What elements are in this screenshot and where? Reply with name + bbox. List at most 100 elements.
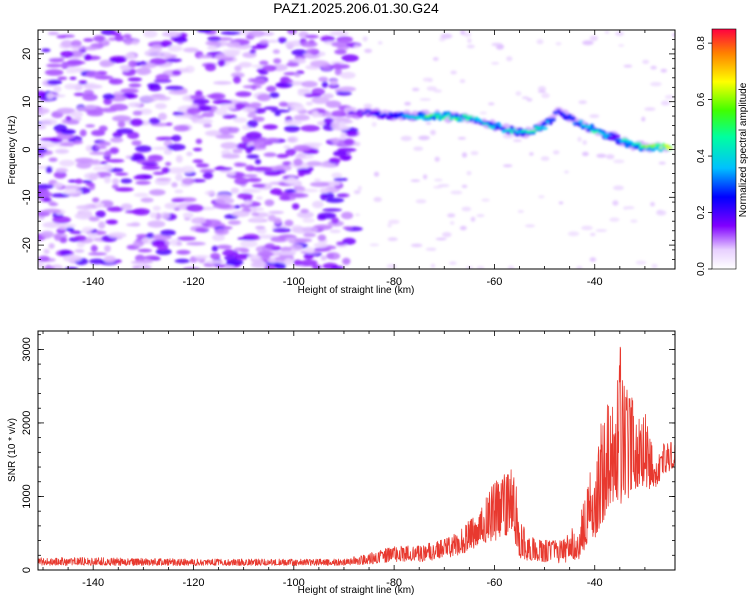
heatmap-signal-layer bbox=[344, 107, 673, 153]
colorbar-label: Normalized spectral amplitude bbox=[738, 82, 749, 217]
heatmap-noise-cell bbox=[294, 73, 301, 78]
heatmap-noise-cell bbox=[130, 155, 146, 162]
heatmap-noise-cell bbox=[59, 142, 74, 147]
heatmap-noise-cell bbox=[267, 39, 279, 43]
heatmap-noise-cell bbox=[39, 191, 53, 197]
heatmap-noise-cell bbox=[577, 136, 582, 142]
heatmap-signal-cell bbox=[649, 147, 656, 152]
heatmap-noise-cell bbox=[231, 72, 245, 78]
heatmap-noise-cell bbox=[95, 145, 107, 150]
heatmap-noise-cell bbox=[181, 197, 197, 202]
heatmap-noise-cell bbox=[313, 242, 328, 249]
heatmap-signal-cell bbox=[650, 146, 655, 149]
colorbar-tick-label: 0.0 bbox=[696, 262, 707, 276]
heatmap-noise-cell bbox=[293, 144, 311, 152]
heatmap-noise-cell bbox=[604, 30, 610, 34]
heatmap-noise-cell bbox=[198, 54, 213, 59]
heatmap-noise-cell bbox=[318, 76, 329, 82]
heatmap-noise-cell bbox=[338, 193, 350, 198]
heatmap-noise-cell bbox=[479, 111, 487, 115]
heatmap-noise-cell bbox=[285, 148, 297, 156]
heatmap-noise-cell bbox=[430, 263, 436, 268]
heatmap-noise-cell bbox=[217, 37, 233, 41]
heatmap-noise-cell bbox=[46, 79, 63, 85]
heatmap-noise-cell bbox=[59, 236, 68, 244]
heatmap-noise-cell bbox=[220, 103, 238, 110]
heatmap-noise-cell bbox=[163, 149, 173, 155]
heatmap-noise-cell bbox=[300, 208, 309, 214]
heatmap-noise-cell bbox=[664, 95, 675, 99]
heatmap-noise-cell bbox=[112, 115, 132, 122]
heatmap-noise-cell bbox=[437, 184, 450, 188]
heatmap-signal-cell bbox=[457, 116, 462, 120]
heatmap-noise-cell bbox=[175, 155, 183, 163]
heatmap-noise-cell bbox=[323, 117, 334, 125]
heatmap-noise-cell bbox=[284, 125, 300, 133]
heatmap-noise-cell bbox=[74, 117, 82, 121]
heatmap-noise-cell bbox=[463, 31, 472, 38]
heatmap-noise-cell bbox=[427, 77, 433, 83]
heatmap-noise-cell bbox=[332, 63, 343, 70]
heatmap-noise-cell bbox=[331, 110, 348, 117]
heatmap-noise-cell bbox=[51, 94, 66, 98]
heatmap-noise-cell bbox=[502, 164, 513, 168]
heatmap-noise-cell bbox=[264, 243, 276, 250]
heatmap-noise-cell bbox=[246, 120, 259, 128]
heatmap-noise-cell bbox=[128, 83, 142, 88]
x-tick-label: -100 bbox=[283, 577, 305, 589]
heatmap-noise-cell bbox=[233, 76, 241, 84]
heatmap-noise-cell bbox=[205, 259, 226, 265]
heatmap-noise-cell bbox=[338, 86, 357, 92]
heatmap-noise-cell bbox=[216, 244, 233, 250]
heatmap-noise-cell bbox=[112, 178, 120, 185]
heatmap-noise-cell bbox=[242, 174, 258, 178]
x-tick-label: -60 bbox=[486, 276, 502, 288]
heatmap-noise-cell bbox=[251, 212, 260, 217]
heatmap-noise-cell bbox=[658, 161, 666, 165]
heatmap-signal-cell bbox=[419, 115, 423, 120]
heatmap-noise-cell bbox=[301, 188, 319, 193]
heatmap-signal-cell bbox=[422, 117, 425, 121]
x-tick-label: -80 bbox=[386, 577, 402, 589]
heatmap-noise-cell bbox=[85, 124, 96, 128]
y-tick-label: -20 bbox=[21, 237, 33, 253]
y-tick-label: 20 bbox=[21, 48, 33, 60]
heatmap-noise-cell bbox=[491, 42, 503, 47]
heatmap-noise-cell bbox=[378, 41, 383, 45]
heatmap-noise-cell bbox=[201, 112, 215, 118]
heatmap-noise-cell bbox=[320, 193, 327, 201]
heatmap-noise-cell bbox=[78, 209, 92, 217]
heatmap-noise-cell bbox=[48, 243, 55, 249]
heatmap-noise-cell bbox=[283, 145, 291, 150]
heatmap-noise-cell bbox=[172, 111, 184, 116]
heatmap-noise-cell bbox=[104, 150, 112, 157]
heatmap-noise-cell bbox=[172, 70, 182, 76]
heatmap-noise-cell bbox=[272, 49, 280, 54]
heatmap-noise-cell bbox=[92, 197, 100, 203]
heatmap-noise-cell bbox=[476, 214, 485, 218]
heatmap-noise-cell bbox=[135, 264, 152, 269]
snr-axes: -140 -120 -100 -80 -60 -40 0 1000 2000 3000 bbox=[21, 331, 675, 589]
y-tick-label: 10 bbox=[21, 96, 33, 108]
heatmap-noise-cell bbox=[513, 139, 522, 142]
heatmap-noise-cell bbox=[537, 86, 547, 92]
heatmap-signal-cell bbox=[397, 114, 400, 118]
heatmap-noise-cell bbox=[165, 122, 173, 126]
heatmap-signal-cell bbox=[506, 128, 512, 132]
heatmap-noise-cell bbox=[589, 257, 597, 262]
heatmap-signal-cell bbox=[460, 118, 464, 122]
heatmap-signal-cell bbox=[432, 115, 437, 121]
heatmap-signal-cell bbox=[377, 111, 381, 115]
heatmap-noise-cell bbox=[274, 112, 281, 116]
heatmap-noise-cell bbox=[253, 140, 265, 149]
heatmap-noise-cell bbox=[286, 62, 300, 67]
heatmap-noise-cell bbox=[618, 44, 625, 47]
heatmap-noise-cell bbox=[278, 101, 288, 107]
heatmap-noise-cell bbox=[212, 203, 232, 209]
heatmap-noise-cell bbox=[541, 92, 550, 99]
heatmap-noise-cell bbox=[53, 182, 63, 189]
heatmap-noise-cell bbox=[141, 165, 161, 170]
heatmap-noise-cell bbox=[85, 182, 95, 187]
heatmap-noise-cell bbox=[334, 49, 347, 55]
heatmap-noise-cell bbox=[342, 237, 356, 245]
